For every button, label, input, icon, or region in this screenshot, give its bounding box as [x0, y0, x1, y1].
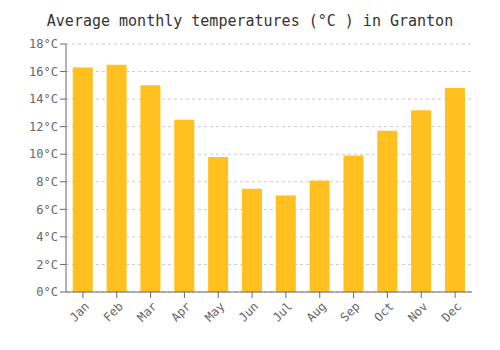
- svg-text:12°C: 12°C: [29, 120, 58, 134]
- svg-text:Feb: Feb: [101, 299, 126, 324]
- svg-text:May: May: [202, 299, 227, 324]
- svg-text:Jun: Jun: [236, 299, 261, 324]
- svg-text:6°C: 6°C: [36, 203, 58, 217]
- svg-text:Apr: Apr: [168, 299, 193, 324]
- svg-text:16°C: 16°C: [29, 65, 58, 79]
- html-text:Average monthly temperatures (: Average monthly temperatures (°C ) in Gr…: [46, 12, 454, 30]
- svg-text:Jan: Jan: [67, 299, 92, 324]
- svg-text:Jul: Jul: [270, 299, 295, 324]
- svg-text:2°C: 2°C: [36, 258, 58, 272]
- svg-text:8°C: 8°C: [36, 175, 58, 189]
- svg-text:4°C: 4°C: [36, 230, 58, 244]
- svg-text:18°C: 18°C: [29, 37, 58, 51]
- svg-text:Oct: Oct: [371, 299, 396, 324]
- svg-text:0°C: 0°C: [36, 285, 58, 299]
- svg-text:10°C: 10°C: [29, 147, 58, 161]
- svg-text:Mar: Mar: [135, 299, 160, 324]
- svg-text:Sep: Sep: [338, 299, 363, 324]
- svg-text:Dec: Dec: [439, 299, 464, 324]
- svg-text:Nov: Nov: [405, 299, 430, 324]
- svg-text:14°C: 14°C: [29, 92, 58, 106]
- svg-text:Aug: Aug: [304, 299, 329, 324]
